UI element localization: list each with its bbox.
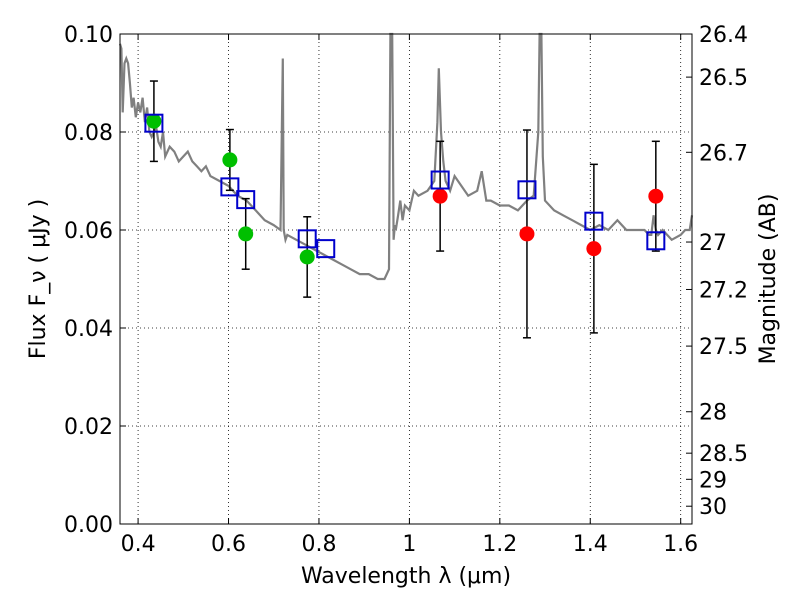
y-tick-label: 0.08 bbox=[64, 121, 113, 146]
y-ticks: 0.00 0.02 0.04 0.06 0.08 0.10 bbox=[64, 23, 126, 538]
x-axis-label: Wavelength λ (μm) bbox=[301, 564, 511, 589]
magnitude-tick-label: 27.5 bbox=[699, 335, 748, 360]
model-box bbox=[144, 113, 164, 133]
x-tick-label: 0.8 bbox=[301, 532, 336, 557]
magnitude-tick-label: 26.5 bbox=[699, 66, 748, 91]
plot-frame bbox=[119, 33, 693, 525]
green-point bbox=[222, 152, 238, 168]
magnitude-tick-label: 26.7 bbox=[699, 141, 748, 166]
model-box bbox=[236, 190, 256, 210]
y-tick-label: 0.02 bbox=[64, 415, 113, 440]
magnitude-tick-label: 28.5 bbox=[699, 442, 748, 467]
model-box bbox=[297, 229, 317, 249]
x-tick-label: 1.2 bbox=[482, 532, 517, 557]
red-point bbox=[432, 188, 448, 204]
magnitude-axis-label: Magnitude (AB) bbox=[756, 194, 781, 365]
magnitude-tick-label: 28 bbox=[699, 401, 727, 426]
y-axis-label: Flux F_ν ( μJy ) bbox=[26, 199, 51, 359]
model-box bbox=[430, 170, 450, 190]
plot-background bbox=[120, 34, 692, 524]
red-point bbox=[586, 241, 602, 257]
x-tick-label: 0.4 bbox=[121, 532, 156, 557]
model-box bbox=[220, 177, 240, 197]
green-points bbox=[146, 113, 315, 265]
magnitude-tick-label: 27 bbox=[699, 231, 727, 256]
model-box bbox=[584, 211, 604, 231]
x-tick-label: 1.4 bbox=[573, 532, 608, 557]
red-point bbox=[648, 188, 664, 204]
magnitude-tick-label: 29 bbox=[699, 468, 727, 493]
y-tick-label: 0.10 bbox=[64, 23, 113, 48]
model-box bbox=[517, 180, 537, 200]
model-box bbox=[316, 239, 336, 259]
red-points bbox=[432, 188, 664, 257]
magnitude-tick-label: 30 bbox=[699, 495, 727, 520]
model-boxes bbox=[144, 113, 666, 259]
x-tick-label: 1.6 bbox=[663, 532, 698, 557]
y-tick-label: 0.04 bbox=[64, 317, 113, 342]
green-point bbox=[238, 226, 254, 242]
x-ticks: 0.4 0.6 0.8 1 1.2 1.4 1.6 bbox=[121, 34, 698, 557]
red-point bbox=[519, 226, 535, 242]
magnitude-tick-label: 27.2 bbox=[699, 278, 748, 303]
y-tick-label: 0.00 bbox=[64, 513, 113, 538]
x-tick-label: 1 bbox=[402, 532, 416, 557]
y-tick-label: 0.06 bbox=[64, 219, 113, 244]
model-box bbox=[646, 231, 666, 251]
green-point bbox=[299, 249, 315, 265]
magnitude-tick-label: 26.4 bbox=[699, 23, 748, 48]
x-tick-label: 0.6 bbox=[211, 532, 246, 557]
green-point bbox=[146, 113, 162, 129]
